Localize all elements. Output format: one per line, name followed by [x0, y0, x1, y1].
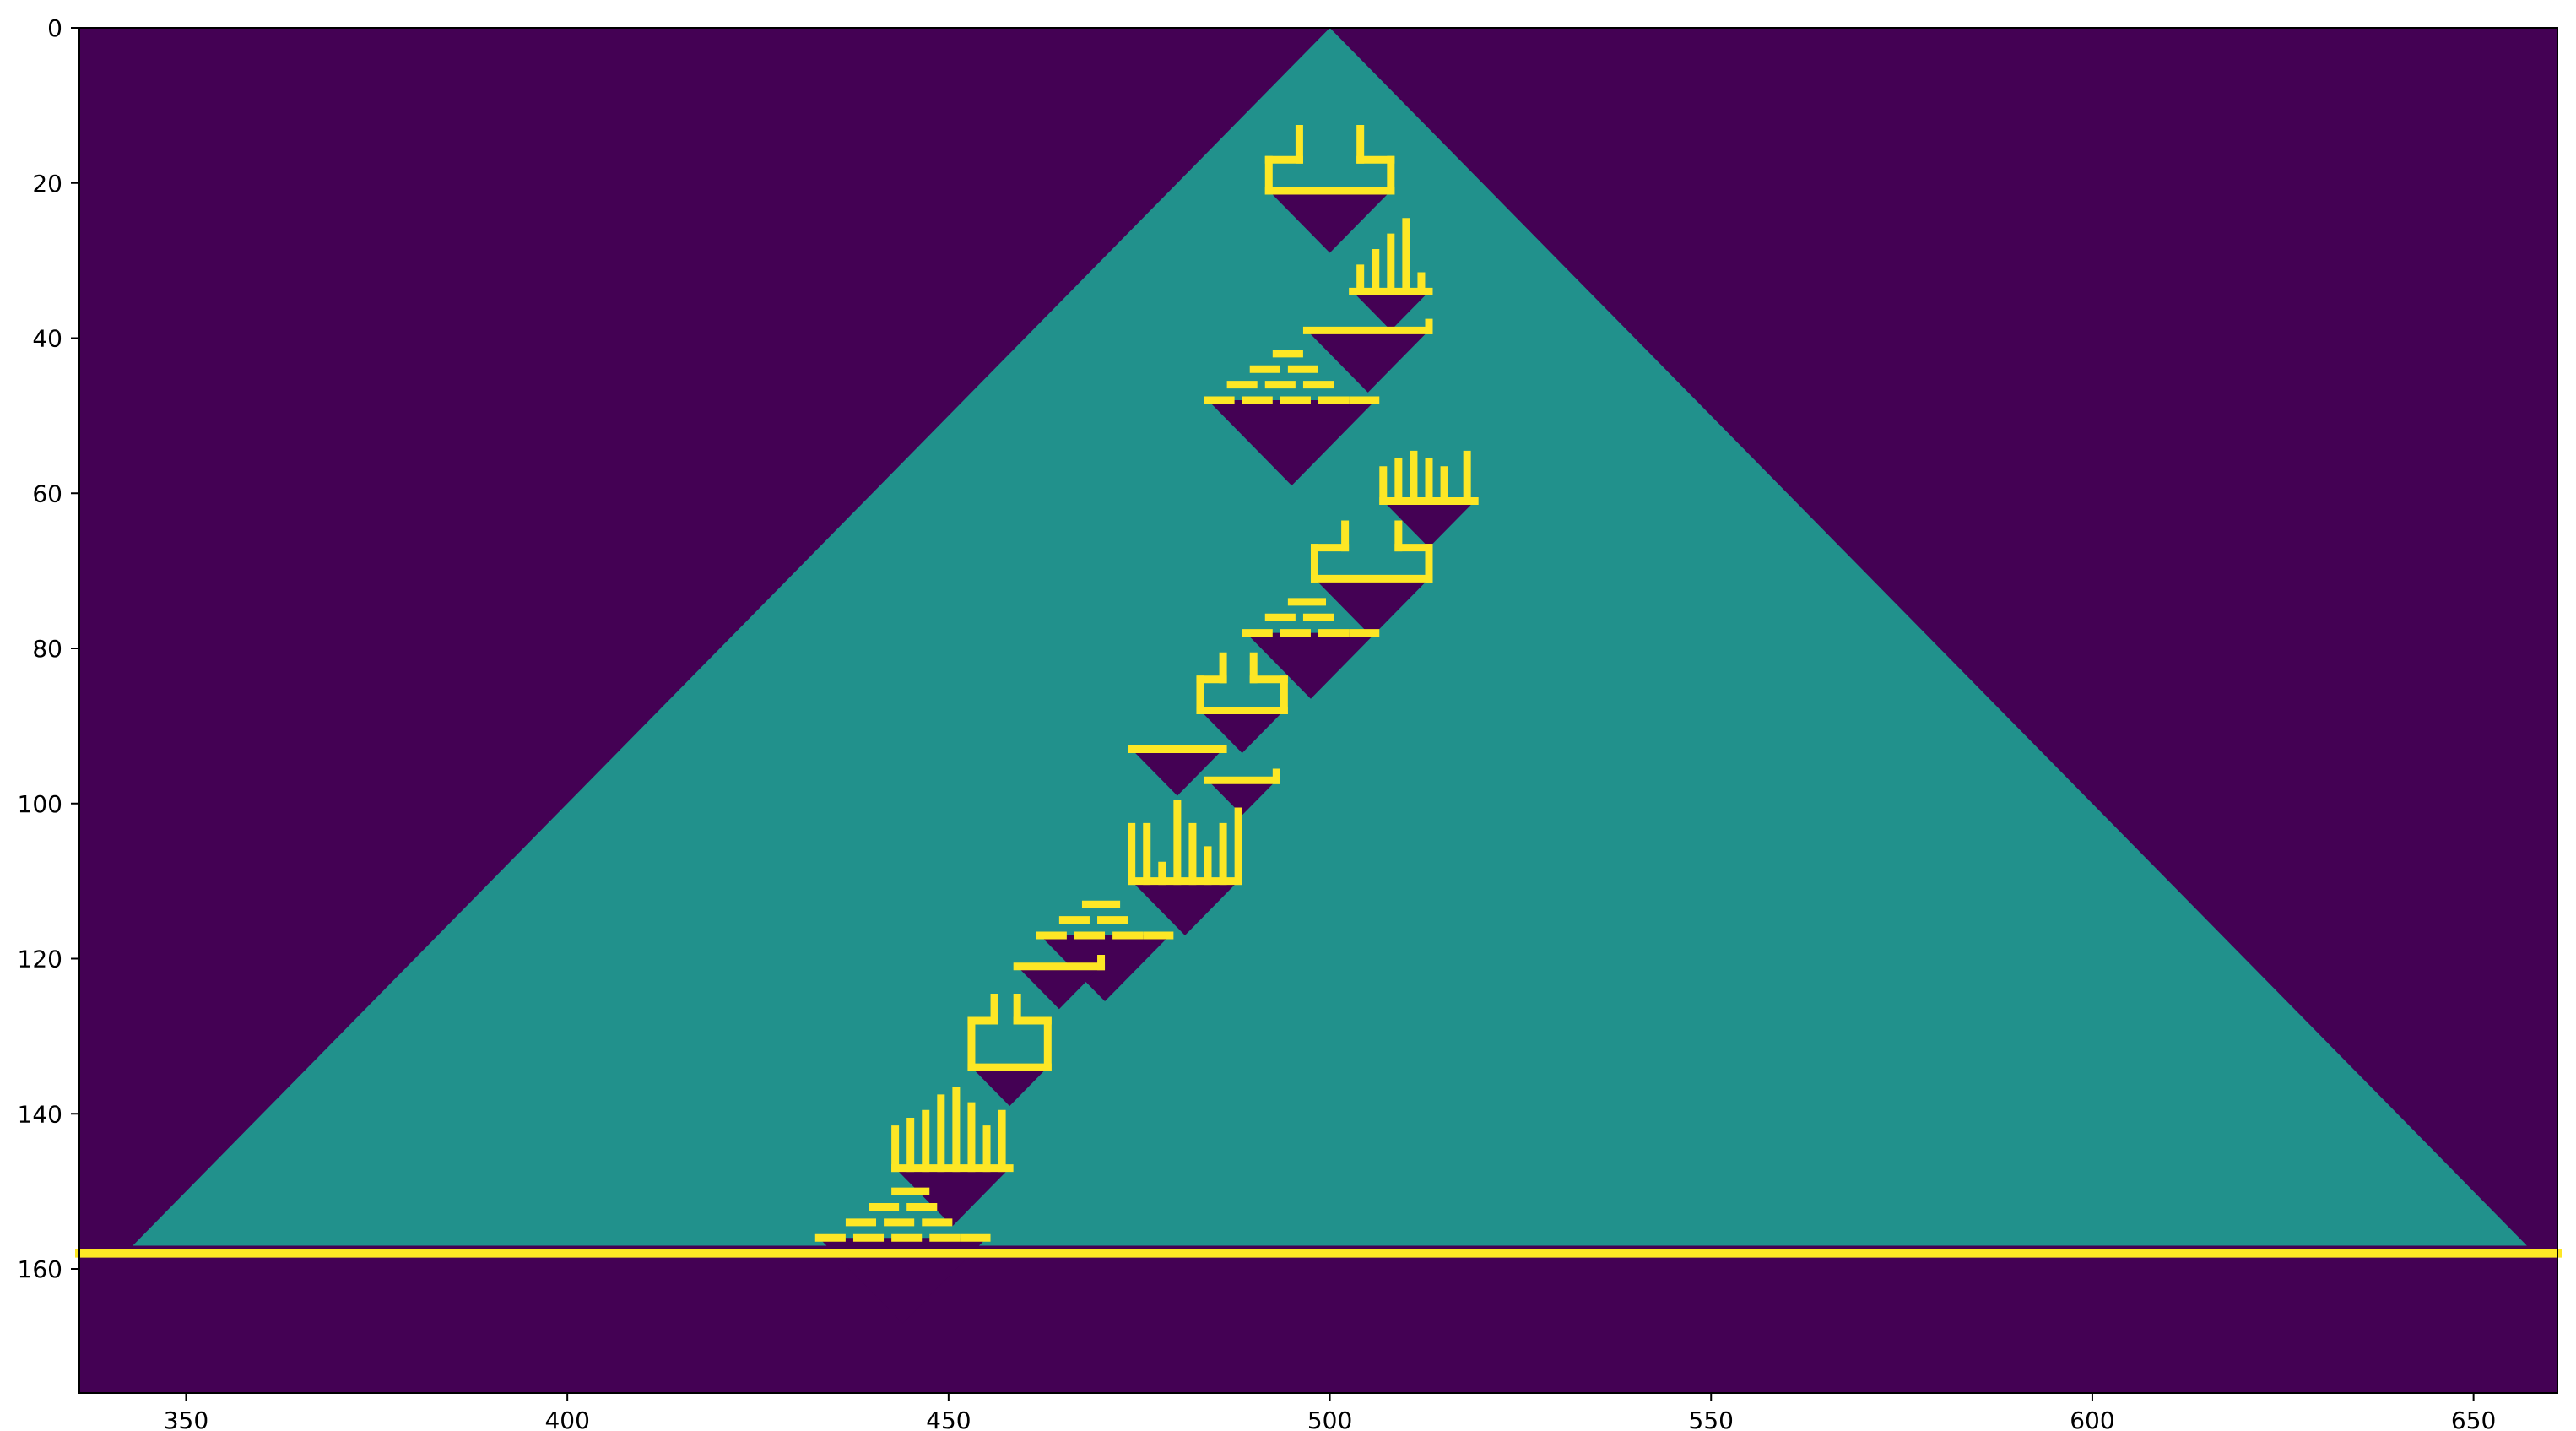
x-tick-label: 500	[1307, 1407, 1352, 1431]
x-tick-label: 450	[926, 1407, 971, 1431]
x-tick-label: 550	[1689, 1407, 1734, 1431]
y-tick-label: 40	[32, 325, 62, 353]
y-tick-label: 60	[32, 480, 62, 507]
notch	[1352, 291, 1429, 331]
notch	[971, 1067, 1048, 1107]
notch	[1307, 330, 1429, 393]
yellow-pattern	[75, 124, 2562, 1258]
notch	[1131, 749, 1224, 796]
notch	[1131, 881, 1239, 935]
x-tick-label: 400	[544, 1407, 589, 1431]
notch	[1383, 501, 1475, 548]
notch	[1269, 190, 1391, 253]
notch	[1208, 400, 1376, 486]
purple-notches	[819, 190, 1475, 1324]
notch	[819, 1238, 988, 1324]
y-tick-label: 120	[18, 946, 62, 973]
y-tick-label: 160	[18, 1255, 62, 1283]
y-tick-label: 100	[18, 790, 62, 818]
y-tick-label: 0	[47, 14, 62, 42]
x-axis: 350 400 450 500 550 600 650	[164, 1393, 2496, 1431]
notch	[1246, 632, 1376, 699]
x-tick-label: 350	[164, 1407, 208, 1431]
notch	[1314, 578, 1429, 637]
y-tick-label: 20	[32, 170, 62, 198]
notch	[1040, 935, 1170, 1002]
y-tick-label: 80	[32, 635, 62, 663]
y-tick-label: 140	[18, 1100, 62, 1128]
plot-area	[75, 27, 2562, 1394]
y-axis: 0 20 40 60 80 100 120 140 160	[18, 14, 79, 1283]
notch	[1017, 966, 1101, 1010]
x-tick-label: 600	[2070, 1407, 2114, 1431]
x-tick-label: 650	[2451, 1407, 2496, 1431]
notch	[1199, 710, 1285, 754]
notch	[1208, 780, 1277, 816]
notch	[895, 1168, 1010, 1227]
plot-frame	[78, 27, 2558, 1394]
